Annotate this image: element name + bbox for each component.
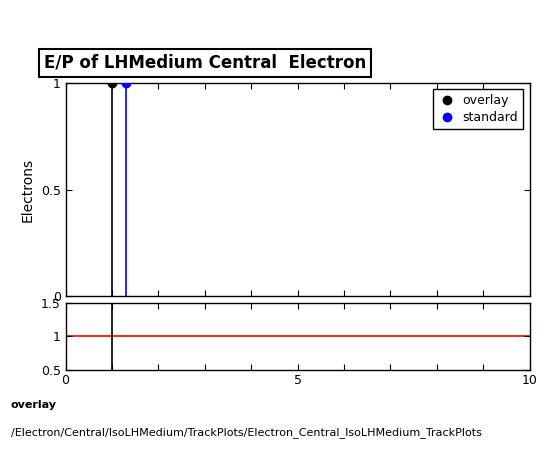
Text: /Electron/Central/IsoLHMedium/TrackPlots/Electron_Central_IsoLHMedium_TrackPlots: /Electron/Central/IsoLHMedium/TrackPlots… bbox=[11, 427, 482, 438]
Y-axis label: Electrons: Electrons bbox=[21, 158, 35, 222]
Legend: overlay, standard: overlay, standard bbox=[433, 90, 524, 129]
Text: E/P of LHMedium Central  Electron: E/P of LHMedium Central Electron bbox=[44, 54, 366, 72]
Text: overlay: overlay bbox=[11, 400, 57, 410]
